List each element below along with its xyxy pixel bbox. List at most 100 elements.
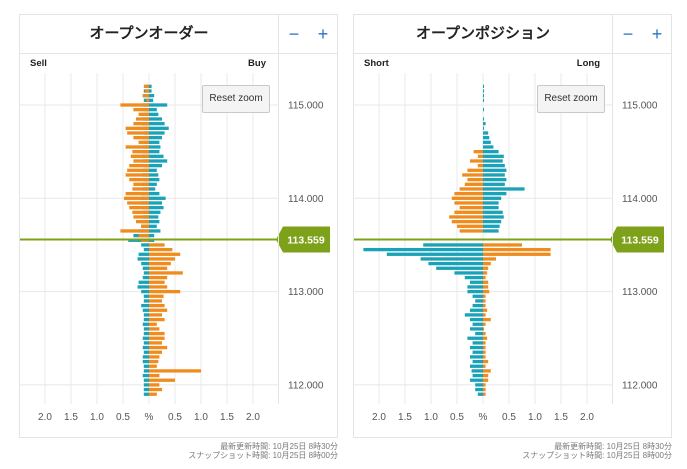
right-bar [149,378,175,382]
right-bar [149,299,162,303]
snapshot-time: スナップショット時間: 10月25日 8時00分 [522,451,672,460]
x-tick-label: % [145,412,154,423]
open-positions-panel: 2.0 1.5 1.0 0.5% 0.5 1.0 1.5 2.0 115.000 114.000 1… [353,14,672,438]
right-bar [149,280,165,284]
right-bar [483,336,488,340]
right-bar [149,229,161,233]
left-bar [470,317,483,322]
left-bar [454,201,483,205]
left-bar [467,285,483,289]
y-tick-label: 115.000 [622,101,658,112]
x-tick-label: 1.5 [398,412,412,423]
left-bar [142,336,149,340]
left-bar [133,136,149,140]
right-bar [483,289,490,294]
right-bar [483,126,485,130]
left-bar [472,373,483,378]
right-bar [483,243,522,247]
left-bar [143,313,149,317]
left-bar [467,168,483,172]
update-time: 最新更新時間: 10月25日 8時30分 [554,442,672,451]
x-tick-label: % [479,412,488,423]
x-tick-label: 0.5 [168,412,182,423]
left-bar [477,392,483,396]
zoom-in-button[interactable]: + [651,24,663,44]
right-bar [149,98,154,102]
left-bar [141,243,149,247]
right-bar [483,163,505,168]
left-bar [137,257,149,261]
right-bar [483,345,486,350]
right-bar [483,359,489,364]
right-bar [149,369,201,373]
left-bar [146,98,149,102]
left-bar [475,331,483,336]
left-bar [136,219,149,224]
current-price-label: 113.559 [621,234,659,246]
right-bar [149,271,183,275]
bars [120,84,201,396]
left-bar [467,336,483,340]
left-bar [142,275,149,280]
left-bar [132,150,149,154]
right-bar [483,387,486,392]
left-bar [142,345,149,350]
right-bar [149,108,157,112]
left-bar [141,261,149,266]
right-bar [149,303,165,308]
right-bar [149,294,164,298]
y-tick-label: 113.000 [288,287,324,298]
reset-zoom-button[interactable]: Reset zoom [537,85,605,113]
left-bar [143,350,149,354]
axis-divider [278,53,279,404]
x-axis: 2.0 1.5 1.0 0.5% 0.5 1.0 1.5 2.0 [372,412,594,423]
current-price: 113.559 [354,226,664,253]
right-bar [483,168,507,172]
zoom-out-button[interactable]: − [288,24,300,44]
right-bar [483,327,485,331]
right-bar [483,341,486,345]
right-bar [483,89,485,93]
left-bar [143,392,149,396]
right-bar [483,150,499,154]
left-bar [472,341,483,345]
right-bar [149,252,181,256]
right-bar [483,136,490,140]
right-bar [149,327,160,331]
x-tick-label: 1.0 [424,412,438,423]
right-bar [483,350,486,354]
y-tick-label: 114.000 [622,194,658,205]
y-tick-label: 113.000 [622,287,658,298]
left-bar [143,84,149,88]
left-bar [472,350,483,354]
zoom-out-button[interactable]: − [622,24,634,44]
left-bar [142,373,149,378]
right-bar [149,350,162,354]
right-bar [483,322,486,326]
axis-divider [612,53,613,404]
right-bar [149,336,165,340]
left-bar [464,275,483,280]
right-bar [483,369,491,373]
right-bar [483,257,496,261]
left-bar [428,261,483,266]
x-tick-label: 2.0 [580,412,594,423]
right-bar [483,285,489,289]
right-bar [149,117,162,121]
left-bar [143,327,149,331]
left-bar [454,210,483,214]
header-divider [612,15,613,53]
left-bar [143,271,149,275]
left-bar [143,331,149,336]
right-bar [149,345,168,350]
reset-zoom-button[interactable]: Reset zoom [202,85,270,113]
right-bar [149,210,161,214]
zoom-in-button[interactable]: + [317,24,329,44]
left-bar [470,280,483,284]
short-side-label: Short [364,58,389,69]
x-tick-label: 1.0 [90,412,104,423]
timestamp-note: 最新更新時間: 10月25日 8時30分 スナップショット時間: 10月25日 … [140,442,338,460]
left-bar [143,98,149,102]
left-bar [132,210,149,214]
left-bar [454,271,483,275]
